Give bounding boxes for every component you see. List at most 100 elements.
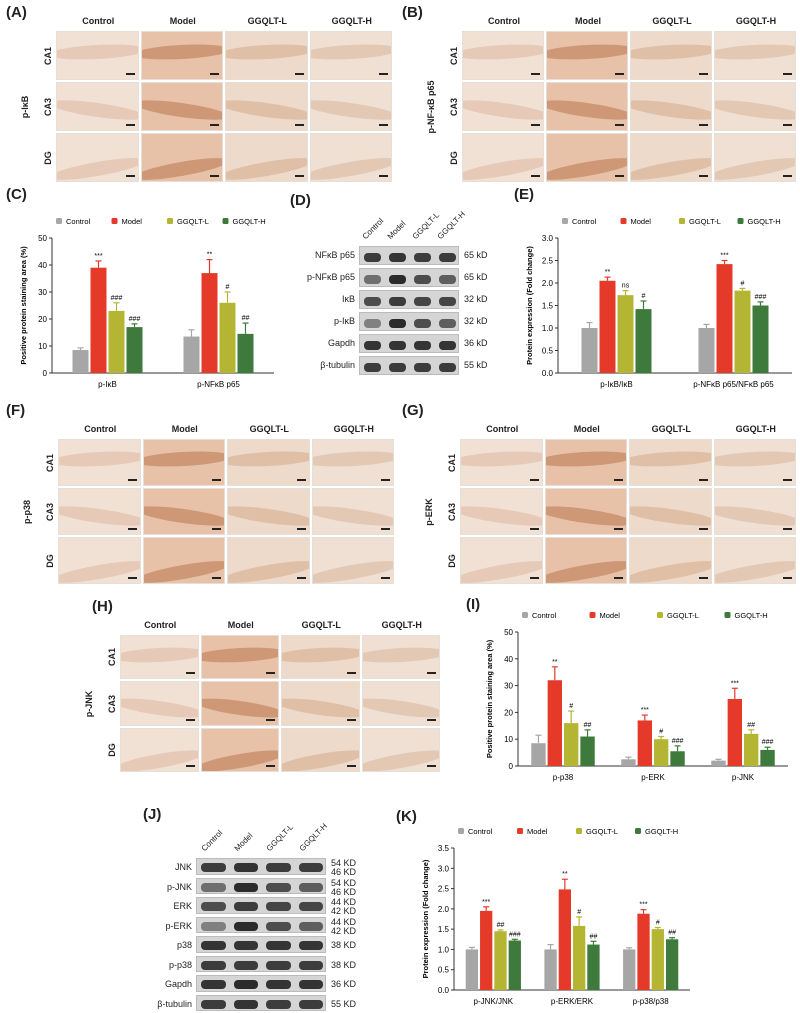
blot-strip	[359, 290, 459, 309]
legend-label: Model	[631, 217, 652, 226]
legend-label: GGQLT-L	[689, 217, 721, 226]
tissue-band	[312, 556, 394, 583]
legend-swatch	[679, 218, 685, 224]
micrograph-ca3-ggqlt-l	[281, 681, 360, 726]
x-tick-label: p-NFκB p65/NFκB p65	[693, 380, 774, 389]
legend-label: Control	[572, 217, 597, 226]
blot-band	[233, 960, 258, 970]
blot-band	[439, 318, 456, 328]
col-head-control: Control	[82, 16, 115, 26]
micrograph-ca3-control	[120, 681, 199, 726]
scale-bar	[210, 124, 219, 126]
scale-bar	[296, 479, 306, 481]
lane-head-ggqlt-h: GGQLT-H	[435, 209, 468, 241]
blot-band	[298, 902, 323, 912]
tissue-band	[201, 694, 279, 722]
y-tick-label: 0	[43, 369, 48, 378]
col-head-ggqlt-h: GGQLT-H	[333, 424, 374, 434]
micrograph-ca3-ggqlt-l	[629, 488, 712, 535]
legend-swatch	[576, 828, 582, 834]
blot-band	[298, 960, 323, 970]
blot-band	[389, 340, 406, 350]
bar-ggqlt-h-1	[237, 333, 254, 373]
scale-bar	[212, 577, 221, 579]
x-tick-label: p-JNK/JNK	[474, 997, 514, 1006]
blot-band	[266, 960, 291, 970]
bar-model-1	[716, 264, 733, 373]
legend-swatch	[517, 828, 523, 834]
scale-bar	[783, 175, 792, 177]
micrograph-ca3-model	[140, 82, 223, 131]
y-tick-label: 0.0	[542, 369, 554, 378]
region-label-ca3: CA3	[447, 502, 457, 521]
tissue-band	[281, 746, 359, 771]
col-head-model: Model	[171, 424, 198, 434]
scale-bar	[783, 124, 792, 126]
scale-bar	[783, 577, 792, 579]
tissue-band	[141, 96, 223, 125]
significance-mark: ##	[590, 933, 598, 940]
tissue-band	[227, 449, 309, 469]
tissue-band	[715, 42, 795, 62]
bar-ggqlt-h-1	[670, 751, 685, 766]
col-head-ggqlt-h: GGQLT-H	[735, 16, 777, 26]
tissue-band	[362, 694, 440, 722]
micrograph-ca3-model	[200, 681, 279, 726]
micrograph-dg-ggqlt-l	[630, 133, 712, 182]
tissue-band	[201, 746, 279, 771]
tissue-band	[463, 153, 543, 181]
significance-mark: ##	[242, 315, 250, 322]
tissue-band	[463, 42, 543, 62]
micrograph-ca3-ggqlt-l	[225, 82, 308, 131]
lane-head-control: Control	[360, 216, 386, 241]
micrograph-dg-model	[546, 133, 628, 182]
col-head-control: Control	[488, 16, 520, 26]
blot-kd: 65 kD	[464, 250, 488, 260]
bar-chart-c: Control Model GGQLT-L GGQLT-H 0 10 20 30 40 50 Pos…	[19, 217, 274, 389]
blot-band	[414, 340, 431, 350]
bar-control-1	[183, 336, 200, 373]
micrograph-grid-p-p38: Control Model GGQLT-L GGQLT-H CA1 CA3 DG p-p38	[22, 424, 396, 586]
tissue-band	[58, 501, 140, 530]
col-head-ggqlt-l: GGQLT-L	[651, 424, 691, 434]
col-head-ggqlt-l: GGQLT-L	[301, 620, 341, 630]
tissue-band	[629, 501, 711, 530]
legend-swatch	[724, 612, 731, 618]
scale-bar	[529, 528, 539, 530]
bar-model-0	[90, 267, 107, 373]
region-label-dg: DG	[449, 150, 459, 165]
tissue-band	[141, 42, 223, 62]
bar-ggqlt-l-1	[654, 739, 669, 766]
scale-bar	[266, 764, 275, 767]
col-head-ggqlt-h: GGQLT-H	[381, 620, 422, 630]
micrograph-dg-model	[142, 537, 225, 584]
lane-head-ggqlt-h: GGQLT-H	[297, 821, 329, 853]
scale-bar	[615, 124, 624, 126]
scale-bar	[381, 577, 390, 579]
region-label-ca3: CA3	[43, 97, 53, 116]
blot-kd: 44 KD	[331, 916, 357, 927]
blot-kd: 42 KD	[331, 906, 357, 916]
blot-band	[266, 941, 291, 951]
y-axis-label: Protein expression (Fold change)	[421, 859, 430, 978]
blot-row-label: Gapdh	[164, 979, 192, 989]
micrograph-dg-control	[58, 537, 141, 584]
significance-mark: ns	[622, 283, 630, 290]
micrograph-dg-ggqlt-h	[361, 727, 440, 772]
scale-bar	[615, 175, 624, 177]
tissue-band	[58, 556, 140, 583]
y-tick-label: 3.0	[438, 864, 450, 873]
blot-kd: 46 KD	[331, 867, 357, 877]
panel-label-b: (B)	[402, 4, 423, 21]
legend-label: Control	[532, 611, 557, 620]
scale-bar	[783, 528, 792, 530]
y-tick-label: 50	[38, 234, 47, 243]
y-tick-label: 3.0	[542, 234, 554, 243]
x-tick-label: p-IκB	[98, 380, 117, 389]
legend-label: Control	[66, 217, 91, 226]
tissue-band	[629, 449, 711, 469]
legend-swatch	[522, 612, 528, 618]
bar-model-0	[599, 280, 616, 373]
blot-row-label: p38	[176, 940, 192, 950]
bar-control-0	[465, 949, 479, 990]
